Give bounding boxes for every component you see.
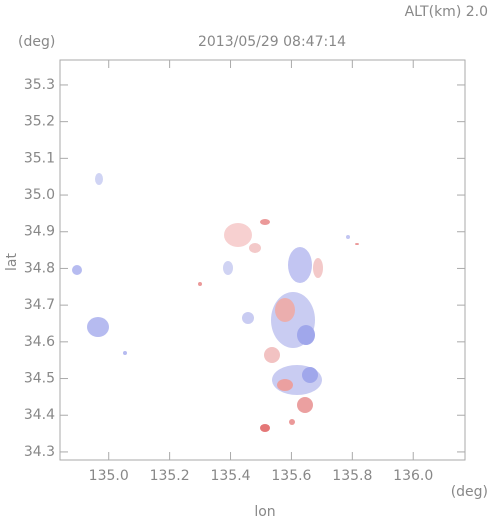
- x-tick-label: 135.6: [271, 468, 311, 484]
- y-tick-label: 34.4: [24, 407, 55, 423]
- x-tick-label: 136.0: [393, 468, 433, 484]
- y-tick-label: 34.7: [24, 297, 55, 313]
- y-tick-label: 35.0: [24, 187, 55, 203]
- y-tick-label: 34.5: [24, 371, 55, 387]
- y-tick-label: 35.2: [24, 114, 55, 130]
- altitude-label: ALT(km) 2.0: [405, 4, 488, 20]
- x-tick-label: 135.2: [150, 468, 190, 484]
- chart-title: 2013/05/29 08:47:14: [198, 34, 346, 50]
- y-unit: (deg): [18, 34, 55, 50]
- y-tick-label: 34.9: [24, 224, 55, 240]
- y-tick-label: 35.3: [24, 77, 55, 93]
- y-axis-label: lat: [4, 253, 20, 271]
- x-tick-label: 135.0: [89, 468, 129, 484]
- echoes: [72, 173, 359, 432]
- y-tick-label: 35.1: [24, 150, 55, 166]
- y-tick-label: 34.8: [24, 260, 55, 276]
- y-tick-label: 34.3: [24, 444, 55, 460]
- x-tick-label: 135.4: [210, 468, 250, 484]
- x-tick-label: 135.8: [332, 468, 372, 484]
- x-unit: (deg): [451, 484, 488, 500]
- plot-frame: [59, 59, 466, 461]
- x-axis-label: lon: [254, 504, 275, 520]
- y-tick-label: 34.6: [24, 334, 55, 350]
